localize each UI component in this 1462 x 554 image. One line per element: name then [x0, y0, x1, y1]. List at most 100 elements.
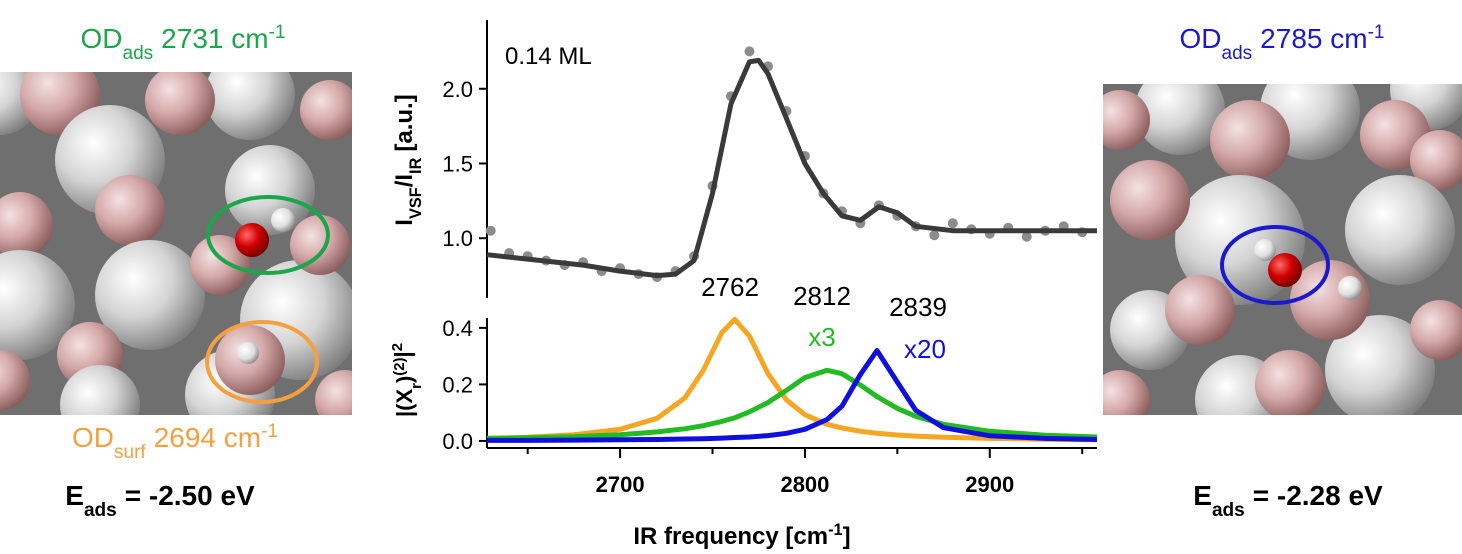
surface-atom — [145, 72, 215, 135]
highlight-ring — [206, 195, 330, 275]
band-label-part: OD — [1179, 23, 1221, 54]
surface-atom — [315, 370, 352, 415]
band-label-part: 2694 cm — [154, 422, 261, 453]
surface-atom — [0, 192, 53, 258]
surface-atom — [1410, 300, 1462, 360]
adsorption-energy-part: ads — [84, 500, 117, 521]
y-tick-label: 0.0 — [442, 429, 473, 454]
y-axis-label-part: [a.u.] — [391, 94, 418, 151]
y-axis-label-part: r — [408, 383, 425, 389]
adsorption-energy-part: E — [65, 480, 84, 511]
surface-model-right — [1103, 84, 1462, 415]
y-axis-label-part: VSF — [407, 187, 425, 219]
component-line — [487, 348, 1098, 443]
x-tick-label: 2900 — [965, 472, 1014, 497]
surface-atom — [1165, 275, 1235, 345]
scale-label: x3 — [808, 322, 835, 352]
scale-label: x20 — [904, 334, 946, 364]
peak-label: 2762 — [701, 272, 759, 302]
surface-atom — [1345, 175, 1455, 285]
band-label: ODads 2731 cm-1 — [80, 22, 285, 64]
data-point — [1021, 231, 1032, 242]
x-axis-label-part: IR frequency [cm — [633, 523, 828, 550]
band-label-part: 2731 cm — [161, 23, 268, 54]
x-tick-label: 2800 — [780, 472, 829, 497]
x-axis-label: IR frequency [cm-1] — [633, 521, 850, 550]
surface-atom — [0, 250, 75, 360]
surface-atom — [0, 350, 30, 410]
y-axis-label-part: I — [391, 219, 418, 226]
x-axis-label-part: ] — [843, 523, 851, 550]
data-point — [744, 46, 755, 57]
adsorption-energy: Eads = -2.50 eV — [65, 480, 255, 521]
data-point — [485, 225, 496, 236]
surface-atom — [1255, 350, 1325, 415]
surface-atom — [190, 235, 250, 295]
band-label-part: surf — [114, 442, 146, 463]
annotation: 0.14 ML — [505, 43, 592, 70]
fit-line — [486, 57, 1097, 279]
deuterium-atom — [237, 342, 259, 364]
surface-atom — [1410, 130, 1462, 190]
adsorption-energy-part: = -2.28 eV — [1253, 480, 1383, 511]
y-axis-label-part: | — [390, 351, 415, 357]
adsorption-energy-part: E — [1193, 480, 1212, 511]
band-label-part: ads — [122, 43, 153, 64]
y-tick-label: 2.0 — [442, 77, 473, 102]
surface-atom — [60, 365, 140, 415]
y-axis-label: IVSF/IIR [a.u.] — [391, 94, 425, 225]
band-label-part: -1 — [1368, 22, 1385, 43]
surface-atom — [1290, 260, 1370, 340]
highlight-ring — [1220, 225, 1330, 305]
band-label-part: -1 — [261, 421, 278, 442]
surface-atom — [1210, 100, 1290, 180]
band-label-part: OD — [72, 422, 114, 453]
adsorption-energy: Eads = -2.28 eV — [1193, 480, 1383, 521]
oxygen-atom — [235, 223, 269, 257]
band-label: ODads 2785 cm-1 — [1179, 22, 1384, 64]
band-label-part: OD — [80, 23, 122, 54]
data-point — [947, 218, 958, 229]
surface-atom — [1135, 84, 1225, 155]
y-axis-label-part: 2 — [389, 343, 406, 351]
peak-label: 2812 — [793, 281, 851, 311]
deuterium-atom — [1338, 276, 1362, 300]
peak-label: 2839 — [889, 292, 947, 322]
y-axis-label-part: |(X — [392, 389, 417, 417]
y-axis-label-part: IR — [407, 157, 425, 174]
surface-atom — [300, 80, 352, 140]
band-label-part: -1 — [269, 22, 286, 43]
band-label-part: 2785 cm — [1260, 23, 1367, 54]
surface-atom — [290, 215, 350, 275]
surface-atom — [1103, 370, 1150, 415]
data-point — [929, 230, 940, 241]
component-line — [486, 316, 1098, 443]
x-axis-label-part: -1 — [828, 521, 843, 539]
y-tick-label: 1.0 — [442, 226, 473, 251]
band-label: ODsurf 2694 cm-1 — [72, 421, 278, 463]
surface-atom — [95, 175, 165, 245]
surface-atom — [1325, 315, 1435, 415]
surface-atom — [1110, 160, 1190, 240]
y-axis-label-part: /I — [391, 174, 418, 187]
adsorption-energy-part: = -2.50 eV — [125, 480, 255, 511]
adsorption-energy-part: ads — [1212, 500, 1245, 521]
y-axis-label: |(Xr)(2)|2 — [389, 343, 425, 417]
surface-atom — [205, 72, 295, 140]
surface-model-left — [0, 72, 352, 415]
charts: 1.0 1.5 2.0 0.14 ML IVSF/IIR [a.u.] 0.0 0.2 0.4 2… — [389, 20, 1098, 550]
deuterium-atom — [1254, 239, 1276, 261]
oxygen-atom — [1268, 253, 1302, 287]
y-tick-label: 1.5 — [442, 151, 473, 176]
y-tick-label: 0.4 — [442, 316, 473, 341]
band-label-part: ads — [1221, 43, 1252, 64]
highlight-ring — [205, 320, 319, 404]
y-tick-label: 0.2 — [442, 372, 473, 397]
y-axis-label-part: ) — [392, 376, 417, 383]
x-tick-label: 2700 — [596, 472, 645, 497]
surface-atom — [1103, 90, 1150, 150]
y-axis-label-part: (2) — [391, 357, 408, 375]
surface-atom — [95, 240, 205, 350]
surface-atom — [225, 145, 315, 235]
